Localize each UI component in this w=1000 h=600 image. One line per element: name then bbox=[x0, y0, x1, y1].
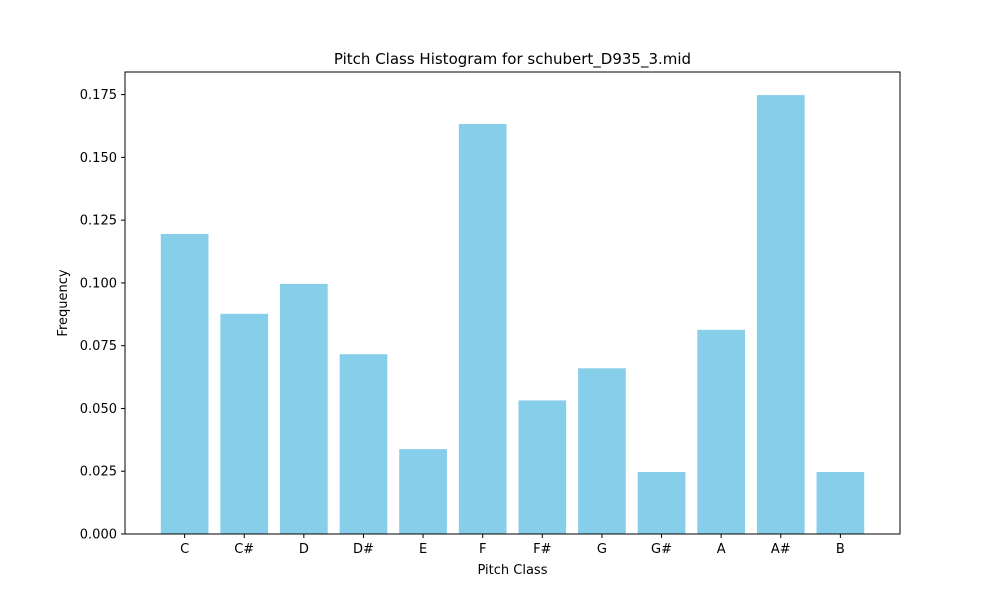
bar-G bbox=[578, 368, 626, 534]
y-tick-label: 0.000 bbox=[80, 528, 117, 543]
x-tick-label: F bbox=[479, 542, 486, 557]
x-tick-label: D bbox=[299, 542, 309, 557]
x-tick-label: A# bbox=[771, 542, 791, 557]
bar-F bbox=[458, 123, 507, 534]
y-tick-label: 0.025 bbox=[80, 465, 117, 480]
bar-F# bbox=[518, 400, 567, 534]
x-tick-label: G# bbox=[651, 542, 672, 557]
bar-C bbox=[160, 233, 209, 534]
bar-G# bbox=[637, 471, 686, 534]
bar-D# bbox=[339, 354, 388, 534]
x-tick-label: B bbox=[836, 542, 845, 557]
x-tick-label: A bbox=[717, 542, 726, 557]
x-tick-label: C# bbox=[234, 542, 254, 557]
y-tick-label: 0.050 bbox=[80, 402, 117, 417]
y-tick-label: 0.125 bbox=[80, 214, 117, 229]
plot-frame bbox=[124, 71, 901, 535]
bar-A bbox=[697, 329, 745, 534]
y-tick-label: 0.075 bbox=[80, 339, 117, 354]
y-tick-label: 0.175 bbox=[80, 88, 117, 103]
bar-D bbox=[280, 283, 328, 534]
x-tick-label: G bbox=[597, 542, 607, 557]
bar-A# bbox=[756, 95, 805, 534]
x-axis-label: Pitch Class bbox=[478, 563, 548, 578]
y-tick-label: 0.100 bbox=[80, 276, 117, 291]
x-tick-label: F# bbox=[533, 542, 551, 557]
y-tick-label: 0.150 bbox=[80, 151, 117, 166]
x-tick-label: D# bbox=[353, 542, 374, 557]
chart-title: Pitch Class Histogram for schubert_D935_… bbox=[334, 50, 691, 69]
bar-B bbox=[816, 471, 865, 534]
x-tick-label: C bbox=[180, 542, 189, 557]
x-axis-ticks: C C# D D# E F F# G G# A A# B bbox=[180, 534, 845, 557]
x-tick-label: E bbox=[419, 542, 427, 557]
bar-C# bbox=[220, 313, 269, 534]
y-axis-ticks: 0.000 0.025 0.050 0.075 0.100 0.125 0.150 0.175 bbox=[80, 88, 125, 543]
bar-E bbox=[399, 449, 447, 534]
y-axis-label: Frequency bbox=[56, 269, 71, 336]
bars bbox=[160, 95, 865, 534]
